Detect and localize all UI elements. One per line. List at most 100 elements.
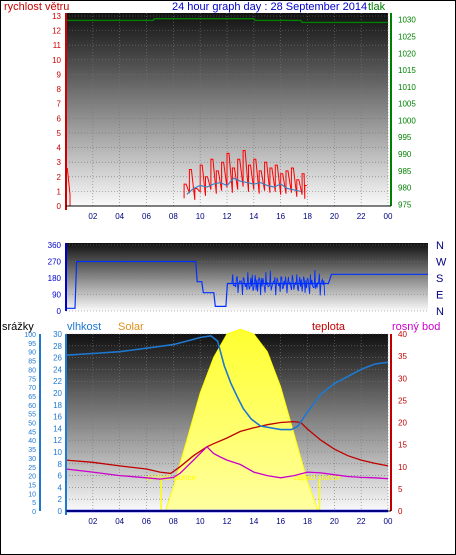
humidity-tick-label: 24: [53, 365, 62, 374]
rain-tick-label: 100: [24, 332, 36, 339]
rain-tick-label: 30: [28, 456, 36, 463]
dewpoint-line: [65, 445, 389, 480]
temperature-tick-label: 25: [398, 396, 407, 405]
temperature-tick-label: 20: [398, 419, 407, 428]
rain-tick-label: 70: [28, 385, 36, 392]
humidity-tick-label: 8: [58, 460, 63, 469]
x-tick-label: 10: [196, 517, 205, 526]
wind-tick-label: 11: [53, 41, 62, 50]
x-tick-label: 20: [330, 517, 339, 526]
wind-average-line: [186, 177, 301, 195]
humidity-tick-label: 10: [53, 448, 62, 457]
wind-tick-label: 3: [57, 158, 62, 167]
x-tick-label: 14: [249, 212, 258, 221]
dewpoint-label: rosný bod: [392, 321, 440, 333]
wind-tick-label: 8: [57, 85, 62, 94]
humidity-tick-label: 18: [53, 401, 62, 410]
solar-label: Solar: [118, 321, 144, 333]
x-tick-label: 14: [249, 517, 258, 526]
x-tick-label: 16: [276, 517, 285, 526]
compass-label: N: [436, 240, 444, 252]
rain-tick-label: 5: [32, 500, 36, 507]
pressure-tick-label: 1000: [398, 116, 416, 125]
humidity-axis-title: vlhkost: [67, 321, 101, 333]
pressure-tick-label: 1015: [398, 66, 416, 75]
x-tick-label: 12: [223, 517, 232, 526]
humidity-tick-label: 22: [53, 377, 62, 386]
wind-tick-label: 12: [52, 27, 61, 36]
chart-title: 24 hour graph day : 28 September 2014: [172, 1, 367, 13]
rain-tick-label: 55: [28, 412, 36, 419]
rain-tick-label: 35: [28, 447, 36, 454]
humidity-line: [65, 334, 389, 431]
pressure-tick-label: 975: [398, 200, 412, 209]
direction-tick-label: 0: [57, 307, 62, 316]
humidity-tick-label: 14: [53, 424, 62, 433]
wind-tick-label: 9: [57, 70, 62, 79]
compass-label: S: [436, 273, 443, 285]
rain-tick-label: 40: [28, 438, 36, 445]
temperature-tick-label: 15: [398, 441, 407, 450]
solar-area: [164, 328, 319, 512]
rain-tick-label: 15: [28, 482, 36, 489]
x-tick-label: 04: [115, 517, 124, 526]
humidity-tick-label: 4: [58, 483, 63, 492]
pressure-tick-label: 990: [398, 150, 412, 159]
direction-tick-label: 180: [48, 274, 62, 283]
x-tick-label: 02: [88, 517, 97, 526]
direction-panel-bg: [66, 243, 428, 311]
humidity-tick-label: 16: [53, 413, 62, 422]
temperature-tick-label: 40: [398, 330, 407, 339]
humidity-tick-label: 28: [53, 342, 62, 351]
rain-tick-label: 90: [28, 350, 36, 357]
rain-tick-label: 85: [28, 359, 36, 366]
pressure-tick-label: 995: [398, 133, 412, 142]
wind-tick-label: 1: [57, 187, 62, 196]
wind-tick-label: 5: [57, 129, 62, 138]
x-tick-label: 04: [115, 212, 124, 221]
humidity-tick-label: 20: [53, 389, 62, 398]
direction-tick-label: 90: [52, 291, 61, 300]
rain-tick-label: 20: [28, 474, 36, 481]
x-tick-label: 12: [223, 212, 232, 221]
wind-axis-title: rychlost větru: [4, 1, 69, 13]
pressure-tick-label: 980: [398, 184, 412, 193]
pressure-line: [66, 18, 388, 24]
rain-tick-label: 60: [28, 403, 36, 410]
x-tick-label: 18: [303, 212, 312, 221]
wind-tick-label: 4: [57, 144, 62, 153]
rain-tick-label: 50: [28, 421, 36, 428]
x-tick-label: 10: [196, 212, 205, 221]
humidity-tick-label: 2: [58, 495, 63, 504]
x-tick-label: 18: [303, 517, 312, 526]
rain-tick-label: 0: [32, 509, 36, 516]
wind-tick-label: 6: [57, 114, 62, 123]
wind-tick-label: 2: [57, 173, 62, 182]
wind-tick-label: 7: [57, 100, 62, 109]
temperature-tick-label: 5: [398, 485, 403, 494]
temperature-tick-label: 10: [398, 463, 407, 472]
humidity-tick-label: 26: [53, 354, 62, 363]
compass-label: W: [436, 257, 447, 269]
rain-tick-label: 75: [28, 376, 36, 383]
pressure-tick-label: 1005: [398, 100, 416, 109]
pressure-tick-label: 1025: [398, 32, 416, 41]
x-tick-label: 22: [357, 212, 366, 221]
temperature-tick-label: 0: [398, 507, 403, 516]
pressure-tick-label: 1020: [398, 49, 416, 58]
temperature-line: [65, 420, 389, 475]
x-tick-label: 08: [169, 517, 178, 526]
temperature-tick-label: 30: [398, 374, 407, 383]
rain-tick-label: 65: [28, 394, 36, 401]
axes-layer: 0123456789101112139759809859909951000100…: [24, 12, 447, 526]
wind-tick-label: 13: [52, 12, 61, 21]
x-tick-label: 00: [384, 517, 393, 526]
humidity-tick-label: 6: [58, 472, 63, 481]
pressure-tick-label: 1030: [398, 16, 416, 25]
humidity-tick-label: 12: [53, 436, 62, 445]
rain-axis-title: srážky: [2, 321, 34, 333]
pressure-tick-label: 1010: [398, 83, 416, 92]
rain-tick-label: 80: [28, 367, 36, 374]
rain-tick-label: 10: [28, 491, 36, 498]
